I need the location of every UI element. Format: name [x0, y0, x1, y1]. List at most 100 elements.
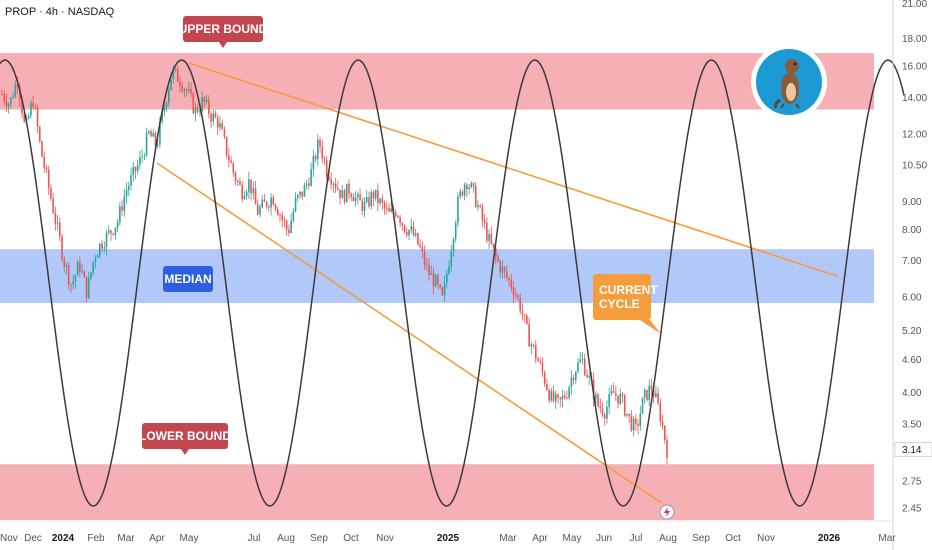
- candle-body: [132, 166, 135, 175]
- candle-body: [27, 115, 30, 119]
- candle-body: [270, 197, 272, 208]
- candle-body: [377, 189, 379, 204]
- candle-body: [588, 375, 590, 378]
- candle-body: [14, 83, 17, 97]
- candle-body: [194, 107, 197, 114]
- candle-body: [550, 391, 553, 401]
- candle-body: [303, 185, 306, 197]
- candle-body: [615, 392, 617, 396]
- candle-body: [219, 123, 221, 128]
- upper-bound-label: UPPER BOUND: [179, 16, 268, 48]
- candle-body: [474, 185, 477, 208]
- candle-body: [159, 121, 161, 145]
- candle-body: [328, 176, 330, 180]
- candle-body: [643, 389, 646, 398]
- candle-body: [652, 389, 655, 398]
- candle-body: [12, 96, 14, 98]
- candle-body: [192, 93, 195, 114]
- x-tick-label: Mar: [117, 533, 135, 544]
- candle-body: [256, 204, 259, 215]
- candle-body: [168, 90, 170, 103]
- candle-body: [397, 215, 399, 218]
- symbol-header: PROP · 4h · NASDAQ: [5, 6, 114, 18]
- x-tick-label: Oct: [725, 533, 741, 544]
- candle-body: [172, 69, 175, 80]
- candle-body: [521, 310, 524, 315]
- candle-body: [141, 156, 143, 158]
- candle-body: [354, 196, 357, 202]
- candle-body: [110, 230, 112, 234]
- candle-body: [488, 234, 490, 241]
- candle-body: [34, 107, 37, 109]
- candle-body: [185, 89, 188, 91]
- candle-body: [568, 387, 570, 398]
- candle-body: [503, 267, 506, 272]
- candle-body: [123, 196, 126, 211]
- lightning-icon: [664, 507, 670, 517]
- candle-body: [105, 232, 108, 248]
- candle-body: [441, 287, 444, 296]
- candle-body: [50, 187, 52, 199]
- candle-body: [279, 215, 281, 216]
- candle-body: [459, 191, 461, 197]
- candle-body: [61, 236, 63, 260]
- candle-body: [632, 418, 635, 431]
- candle-body: [490, 234, 493, 244]
- current-cycle-pointer: [640, 320, 661, 334]
- candle-body: [534, 345, 537, 359]
- candle-body: [470, 183, 473, 188]
- candle-body: [461, 191, 464, 196]
- candle-body: [165, 102, 168, 108]
- x-tick-label: Nov: [757, 533, 775, 544]
- candle-body: [648, 385, 651, 401]
- candle-body: [101, 243, 103, 249]
- zones: [0, 53, 874, 520]
- candle-body: [650, 385, 653, 390]
- candle-body: [183, 89, 186, 92]
- candle-body: [657, 393, 659, 404]
- candle-body: [597, 394, 599, 406]
- x-tick-label: May: [180, 533, 199, 544]
- candle-body: [321, 146, 324, 159]
- candle-body: [417, 233, 419, 245]
- candle-body: [41, 141, 43, 157]
- candle-body: [579, 359, 582, 363]
- candle-body: [290, 220, 292, 233]
- candle-body: [434, 275, 437, 287]
- candle-body: [619, 393, 622, 404]
- candle-body: [130, 174, 132, 186]
- candle-body: [334, 183, 337, 188]
- candle-body: [201, 97, 203, 111]
- candle-body: [350, 194, 352, 198]
- candle-body: [617, 395, 619, 404]
- candle-body: [423, 251, 426, 265]
- candle-body: [472, 183, 475, 186]
- candle-body: [154, 132, 157, 146]
- candle-body: [483, 220, 486, 223]
- candle-body: [107, 230, 110, 233]
- candle-body: [83, 271, 86, 277]
- candle-body: [368, 196, 370, 207]
- candle-body: [388, 208, 390, 212]
- x-tick-label: Feb: [87, 533, 105, 544]
- candle-body: [248, 179, 250, 192]
- candle-body: [646, 389, 648, 401]
- candle-body: [452, 238, 455, 252]
- candle-body: [481, 206, 484, 221]
- y-tick-label: 8.00: [902, 225, 922, 236]
- y-tick-label: 14.00: [902, 93, 927, 104]
- candle-body: [21, 99, 23, 114]
- candle-body: [230, 160, 232, 164]
- candle-body: [87, 278, 90, 298]
- candle-body: [225, 136, 228, 156]
- candle-body: [601, 408, 604, 415]
- candle-body: [63, 259, 66, 267]
- candle-body: [72, 281, 74, 285]
- candle-body: [288, 229, 290, 233]
- x-tick-label: Jul: [248, 533, 261, 544]
- candle-body: [348, 183, 350, 195]
- candle-body: [519, 297, 522, 311]
- candle-body: [96, 255, 99, 258]
